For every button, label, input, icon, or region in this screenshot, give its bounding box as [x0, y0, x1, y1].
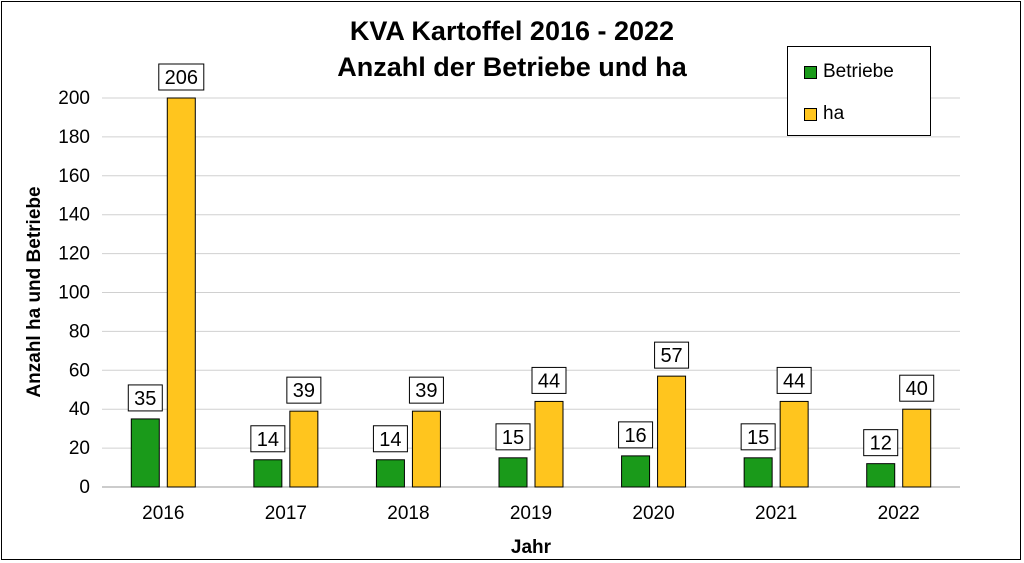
y-axis-title: Anzahl ha und Betriebe	[24, 186, 45, 397]
bar-betriebe	[621, 455, 651, 488]
y-tick-label: 40	[69, 399, 90, 420]
data-label: 57	[660, 345, 682, 367]
bar-betriebe	[743, 457, 773, 488]
x-tick-label: 2017	[265, 503, 307, 524]
legend-swatch-betriebe	[804, 65, 817, 79]
x-tick-label: 2020	[632, 503, 674, 524]
bar-ha	[779, 400, 809, 488]
legend-item-ha: ha	[804, 101, 844, 127]
x-tick-label: 2022	[878, 503, 920, 524]
data-label: 15	[747, 427, 769, 449]
data-label: 206	[165, 67, 198, 89]
bar-ha	[411, 410, 441, 488]
data-label: 35	[134, 388, 156, 410]
bar-ha	[902, 408, 932, 488]
data-label-box	[740, 423, 776, 451]
data-label: 44	[538, 370, 560, 392]
data-label: 14	[379, 429, 401, 451]
data-label-box	[495, 423, 531, 451]
data-label: 12	[870, 433, 892, 455]
legend-label-betriebe: Betriebe	[823, 61, 894, 82]
data-label: 15	[502, 427, 524, 449]
bar-ha	[166, 97, 196, 488]
bar-betriebe	[498, 457, 528, 488]
bar-betriebe	[866, 463, 896, 488]
data-label: 16	[624, 425, 646, 447]
data-label-box	[618, 421, 654, 449]
data-label-box	[127, 384, 163, 412]
x-tick-label: 2021	[755, 503, 797, 524]
data-label-box	[250, 425, 286, 453]
bar-ha	[289, 410, 319, 488]
data-label: 40	[906, 378, 928, 400]
data-label-box	[158, 63, 205, 91]
legend-swatch-ha	[804, 107, 817, 121]
chart-legend: Betriebe ha	[787, 46, 931, 136]
data-label: 39	[293, 380, 315, 402]
data-label-box	[408, 376, 444, 404]
chart-title: KVA Kartoffel 2016 - 2022	[349, 16, 675, 46]
bar-ha	[657, 375, 687, 488]
data-label: 44	[783, 370, 805, 392]
data-label-box	[372, 425, 408, 453]
data-label-box	[899, 374, 935, 402]
y-tick-label: 120	[58, 244, 90, 265]
y-tick-label: 100	[58, 283, 90, 304]
legend-item-betriebe: Betriebe	[804, 59, 894, 85]
legend-label-ha: ha	[823, 103, 845, 124]
bar-ha	[534, 400, 564, 488]
data-label-box	[531, 366, 567, 394]
chart-subtitle: Anzahl der Betriebe und ha	[337, 52, 687, 82]
bar-betriebe	[375, 459, 405, 488]
y-tick-label: 180	[58, 127, 90, 148]
x-tick-label: 2019	[510, 503, 552, 524]
bar-betriebe	[253, 459, 283, 488]
y-tick-label: 0	[79, 477, 90, 498]
data-label: 39	[415, 380, 437, 402]
x-tick-label: 2016	[142, 503, 184, 524]
y-tick-label: 80	[69, 321, 90, 342]
data-label-box	[654, 341, 690, 369]
y-tick-label: 200	[58, 88, 90, 109]
bar-betriebe	[130, 418, 160, 488]
y-tick-label: 20	[69, 438, 90, 459]
y-tick-label: 160	[58, 166, 90, 187]
data-label: 14	[257, 429, 279, 451]
y-tick-label: 140	[58, 205, 90, 226]
data-label-box	[286, 376, 322, 404]
data-label-box	[863, 429, 899, 457]
x-axis-title: Jahr	[511, 537, 552, 558]
y-tick-label: 60	[69, 360, 90, 381]
data-label-box	[776, 366, 812, 394]
x-tick-label: 2018	[387, 503, 429, 524]
